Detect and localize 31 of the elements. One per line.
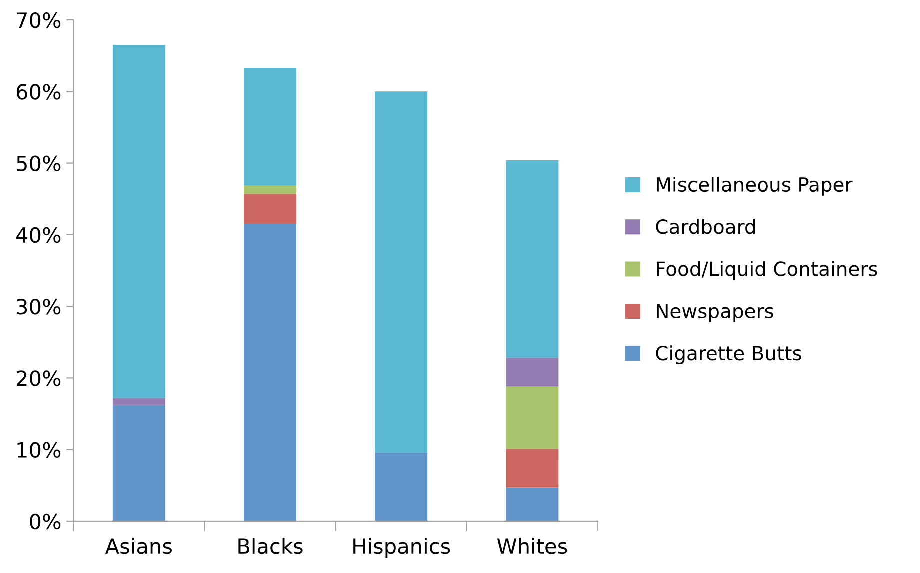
- bar: [112, 398, 166, 406]
- x-tick-label: Hispanics: [354, 538, 450, 558]
- bar: [375, 92, 428, 453]
- y-tick-label: 10%: [18, 442, 61, 458]
- y-tick-label: 20%: [17, 370, 61, 386]
- bar: [506, 386, 559, 450]
- bar: [244, 194, 296, 224]
- bar: [506, 358, 559, 387]
- y-tick-label: 60%: [16, 84, 61, 100]
- bar: [112, 405, 166, 522]
- bar: [244, 68, 296, 186]
- legend-label: Newspapers: [657, 304, 774, 322]
- legend-label: Cigarette Butts: [656, 346, 802, 364]
- x-tick-label: Asians: [105, 538, 172, 554]
- x-tick-label: Blacks: [238, 538, 303, 554]
- y-tick-label: 40%: [16, 227, 61, 244]
- y-tick-label: 70%: [17, 12, 61, 28]
- y-tick-label: 30%: [17, 299, 61, 315]
- y-tick-label: 50%: [17, 156, 61, 172]
- y-tick-label: 0%: [30, 514, 61, 530]
- bar: [375, 452, 428, 522]
- bar: [112, 45, 166, 398]
- bar: [506, 160, 559, 358]
- x-tick-label: Whites: [497, 538, 568, 554]
- bar: [244, 223, 296, 522]
- bar: [244, 186, 296, 194]
- legend-label: Cardboard: [656, 219, 756, 234]
- legend-label: Food/Liquid Containers: [657, 261, 878, 280]
- bar: [506, 449, 559, 488]
- legend-label: Miscellaneous Paper: [657, 177, 853, 196]
- bar: [506, 488, 559, 522]
